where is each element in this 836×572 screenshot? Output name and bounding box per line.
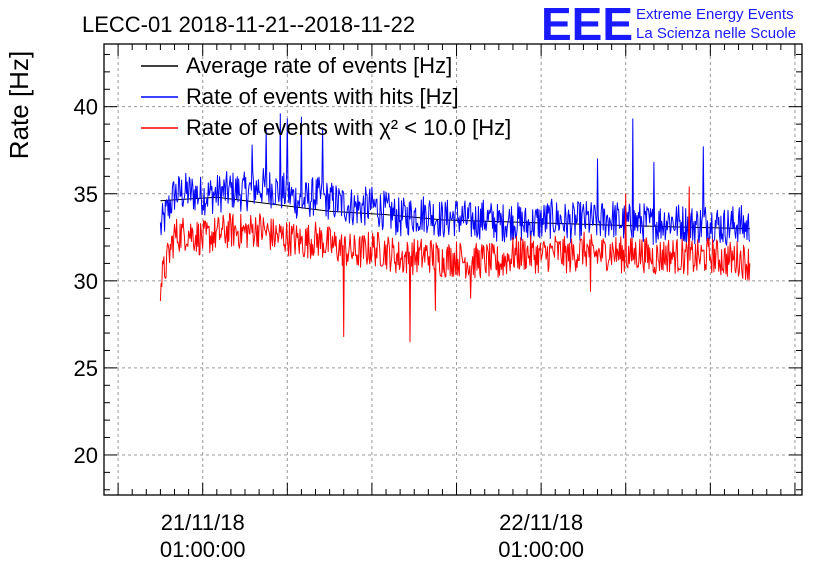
legend-label-2: Rate of events with χ² < 10.0 [Hz] [186, 115, 511, 140]
legend: Average rate of events [Hz] Rate of event… [141, 53, 511, 140]
plot-frame [103, 43, 803, 496]
plot-series [159, 113, 751, 343]
y-tick-labels: 20 25 30 35 40 [74, 95, 98, 468]
eee-logo: EEE Extreme Energy Events La Scienza nel… [541, 0, 796, 50]
y-tick-label-35: 35 [74, 182, 98, 207]
y-axis-label: Rate [Hz] [4, 51, 34, 159]
x-tick-label-time-0: 01:00:00 [160, 537, 246, 562]
series-line-1 [159, 113, 751, 246]
y-tick-label-25: 25 [74, 356, 98, 381]
legend-label-1: Rate of events with hits [Hz] [186, 84, 459, 109]
logo-letters: EEE [541, 0, 633, 50]
logo-line-2: La Scienza nelle Scuole [636, 25, 796, 42]
x-tick-label-time-1: 01:00:00 [498, 537, 584, 562]
chart-title: LECC-01 2018-11-21--2018-11-22 [82, 12, 415, 37]
axis-ticks [104, 44, 802, 495]
legend-label-0: Average rate of events [Hz] [186, 53, 452, 78]
x-tick-label-date-1: 22/11/18 [499, 510, 583, 535]
series-line-2 [159, 186, 751, 343]
x-tick-label-date-0: 21/11/18 [161, 510, 245, 535]
y-tick-label-30: 30 [74, 269, 98, 294]
y-tick-label-40: 40 [74, 95, 98, 120]
y-tick-label-20: 20 [74, 443, 98, 468]
logo-line-1: Extreme Energy Events [636, 6, 794, 23]
